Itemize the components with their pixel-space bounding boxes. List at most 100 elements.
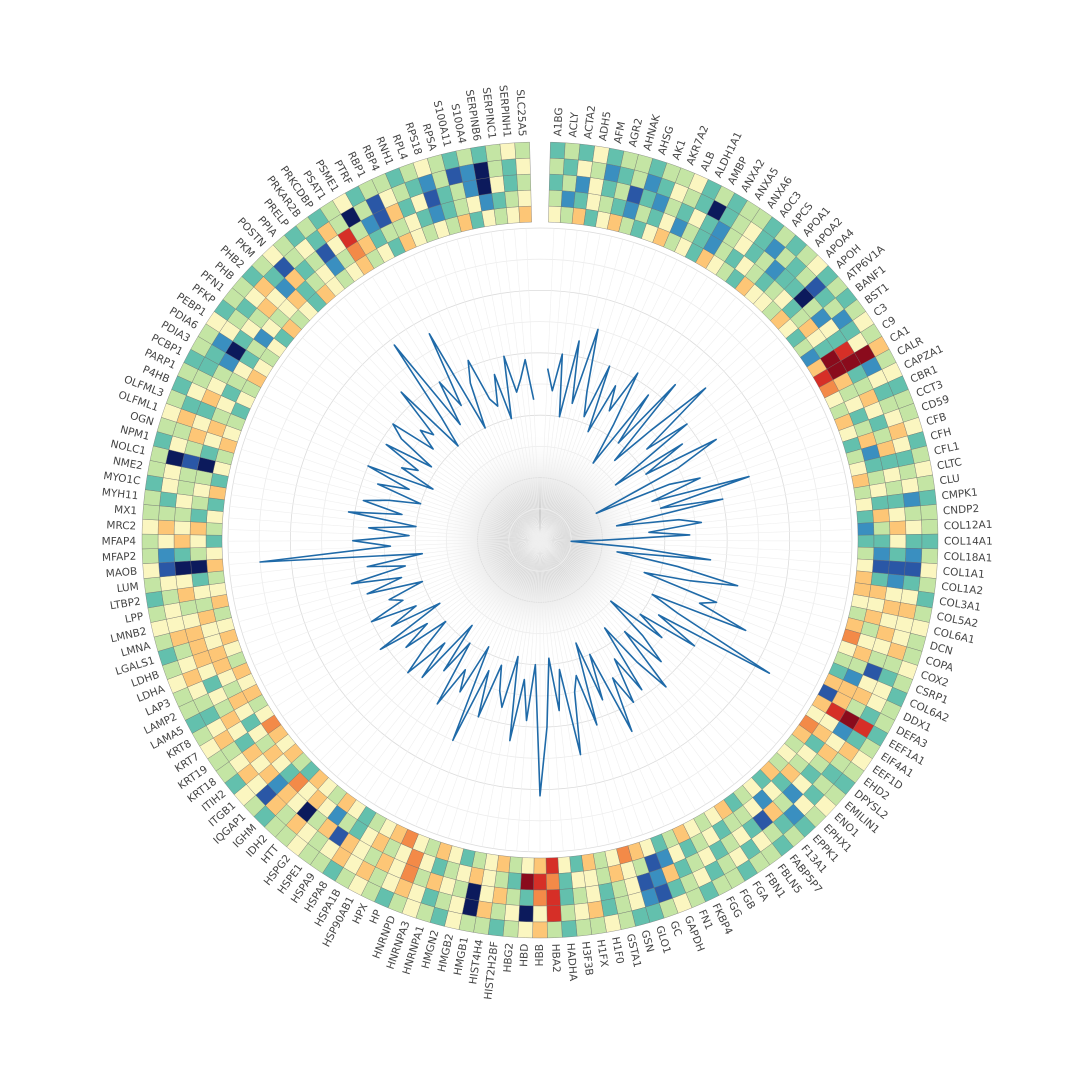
heatmap-cell — [581, 853, 597, 872]
heatmap-cell — [161, 588, 180, 606]
category-label: HIST4H4 — [467, 938, 486, 985]
heatmap-cell — [869, 482, 888, 498]
category-label: MAOB — [105, 566, 137, 580]
heatmap-cell — [505, 888, 521, 906]
heatmap-cell — [889, 534, 907, 549]
grid-spoke — [231, 494, 541, 541]
grid-spoke — [319, 539, 541, 762]
heatmap-cell — [905, 548, 923, 563]
heatmap-cell — [855, 497, 873, 512]
heatmap-cell — [205, 522, 223, 536]
heatmap-cell — [506, 206, 521, 224]
heatmap-cell — [886, 493, 905, 509]
heatmap-cell — [517, 921, 534, 939]
grid-spoke — [539, 259, 678, 541]
heatmap-cell — [920, 504, 938, 521]
category-label: H1F0 — [609, 936, 626, 965]
category-label: COL14A1 — [944, 536, 993, 548]
heatmap-cell — [517, 189, 532, 207]
heatmap-cell — [502, 174, 518, 192]
grid-spoke — [258, 405, 541, 541]
category-label: H1FX — [594, 939, 610, 968]
heatmap-cell — [873, 534, 891, 549]
grid-spoke — [539, 539, 852, 554]
category-label: LUM — [116, 581, 139, 595]
heatmap-cell — [916, 474, 935, 492]
grid-spoke — [539, 236, 612, 541]
grid-spoke — [539, 427, 832, 541]
heatmap-cell — [886, 573, 905, 590]
grid-spoke — [289, 539, 541, 727]
heatmap-cell — [508, 856, 523, 874]
heatmap-cell — [573, 191, 589, 210]
grid-spoke — [336, 539, 541, 778]
grid-spoke — [539, 539, 633, 839]
grid-spoke — [230, 539, 541, 577]
grid-spoke — [253, 416, 541, 541]
heatmap-cell — [904, 505, 922, 522]
heatmap-cell — [141, 519, 159, 535]
grid-spoke — [539, 539, 835, 645]
grid-spoke — [493, 539, 541, 849]
grid-spoke — [352, 289, 541, 541]
grid-spoke — [539, 539, 716, 799]
heatmap-cell — [918, 576, 937, 594]
heatmap-cell — [889, 520, 907, 535]
heatmap-cell — [207, 497, 225, 512]
grid-spoke — [539, 449, 839, 541]
category-label: H3F3B — [579, 941, 595, 977]
grid-spoke — [415, 539, 541, 827]
heatmap-cell — [190, 508, 208, 523]
heatmap-cell — [856, 509, 874, 524]
grid-spoke — [539, 539, 804, 707]
grid-spoke — [372, 276, 541, 541]
grid-spoke — [413, 254, 541, 541]
grid-spoke — [516, 539, 541, 852]
heatmap-cell — [889, 547, 907, 563]
heatmap-cell — [575, 918, 593, 937]
heatmap-cell — [558, 872, 573, 890]
grid-spoke — [434, 246, 541, 541]
category-label: COL12A1 — [944, 519, 993, 533]
grid-spoke — [539, 337, 778, 541]
heatmap-cell — [159, 491, 178, 508]
category-label: SERPINH1 — [497, 85, 513, 138]
grid-spoke — [229, 506, 541, 541]
heatmap-cell — [873, 547, 891, 562]
category-label: MFAP4 — [102, 536, 137, 548]
category-label: CLU — [939, 473, 961, 488]
grid-spoke — [539, 539, 621, 842]
grid-spoke — [259, 539, 541, 677]
category-label: CFB — [925, 411, 948, 428]
grid-spoke — [231, 539, 541, 588]
category-label: A1BG — [552, 107, 565, 137]
heatmap-cell — [519, 889, 534, 907]
grid-spoke — [436, 539, 541, 835]
category-label: CNDP2 — [943, 503, 980, 518]
heatmap-cell — [559, 206, 574, 224]
heatmap-cell — [902, 491, 921, 508]
heatmap-cell — [857, 534, 875, 548]
category-label: CFH — [929, 426, 953, 443]
heatmap-cell — [898, 463, 918, 481]
heatmap-cell — [143, 489, 162, 507]
grid-spoke — [539, 539, 599, 847]
heatmap-cell — [516, 173, 532, 191]
heatmap-cell — [205, 534, 223, 548]
category-label: HIST2H2BF — [482, 941, 500, 1001]
category-label: SLC25A5 — [514, 89, 528, 137]
heatmap-cell — [487, 918, 505, 937]
heatmap-cell — [532, 889, 548, 907]
grid-spoke — [539, 385, 812, 541]
category-label: CFL1 — [933, 440, 961, 457]
heatmap-cell — [504, 190, 519, 208]
grid-spoke — [539, 283, 718, 541]
grid-spoke — [404, 539, 541, 822]
heatmap-cell — [561, 190, 576, 208]
heatmap-cell — [549, 157, 565, 175]
grid-spoke — [539, 539, 831, 656]
heatmap-cell — [493, 207, 509, 226]
grid-spoke — [303, 539, 541, 745]
heatmap-cell — [870, 572, 889, 588]
heatmap-cell — [573, 902, 590, 921]
